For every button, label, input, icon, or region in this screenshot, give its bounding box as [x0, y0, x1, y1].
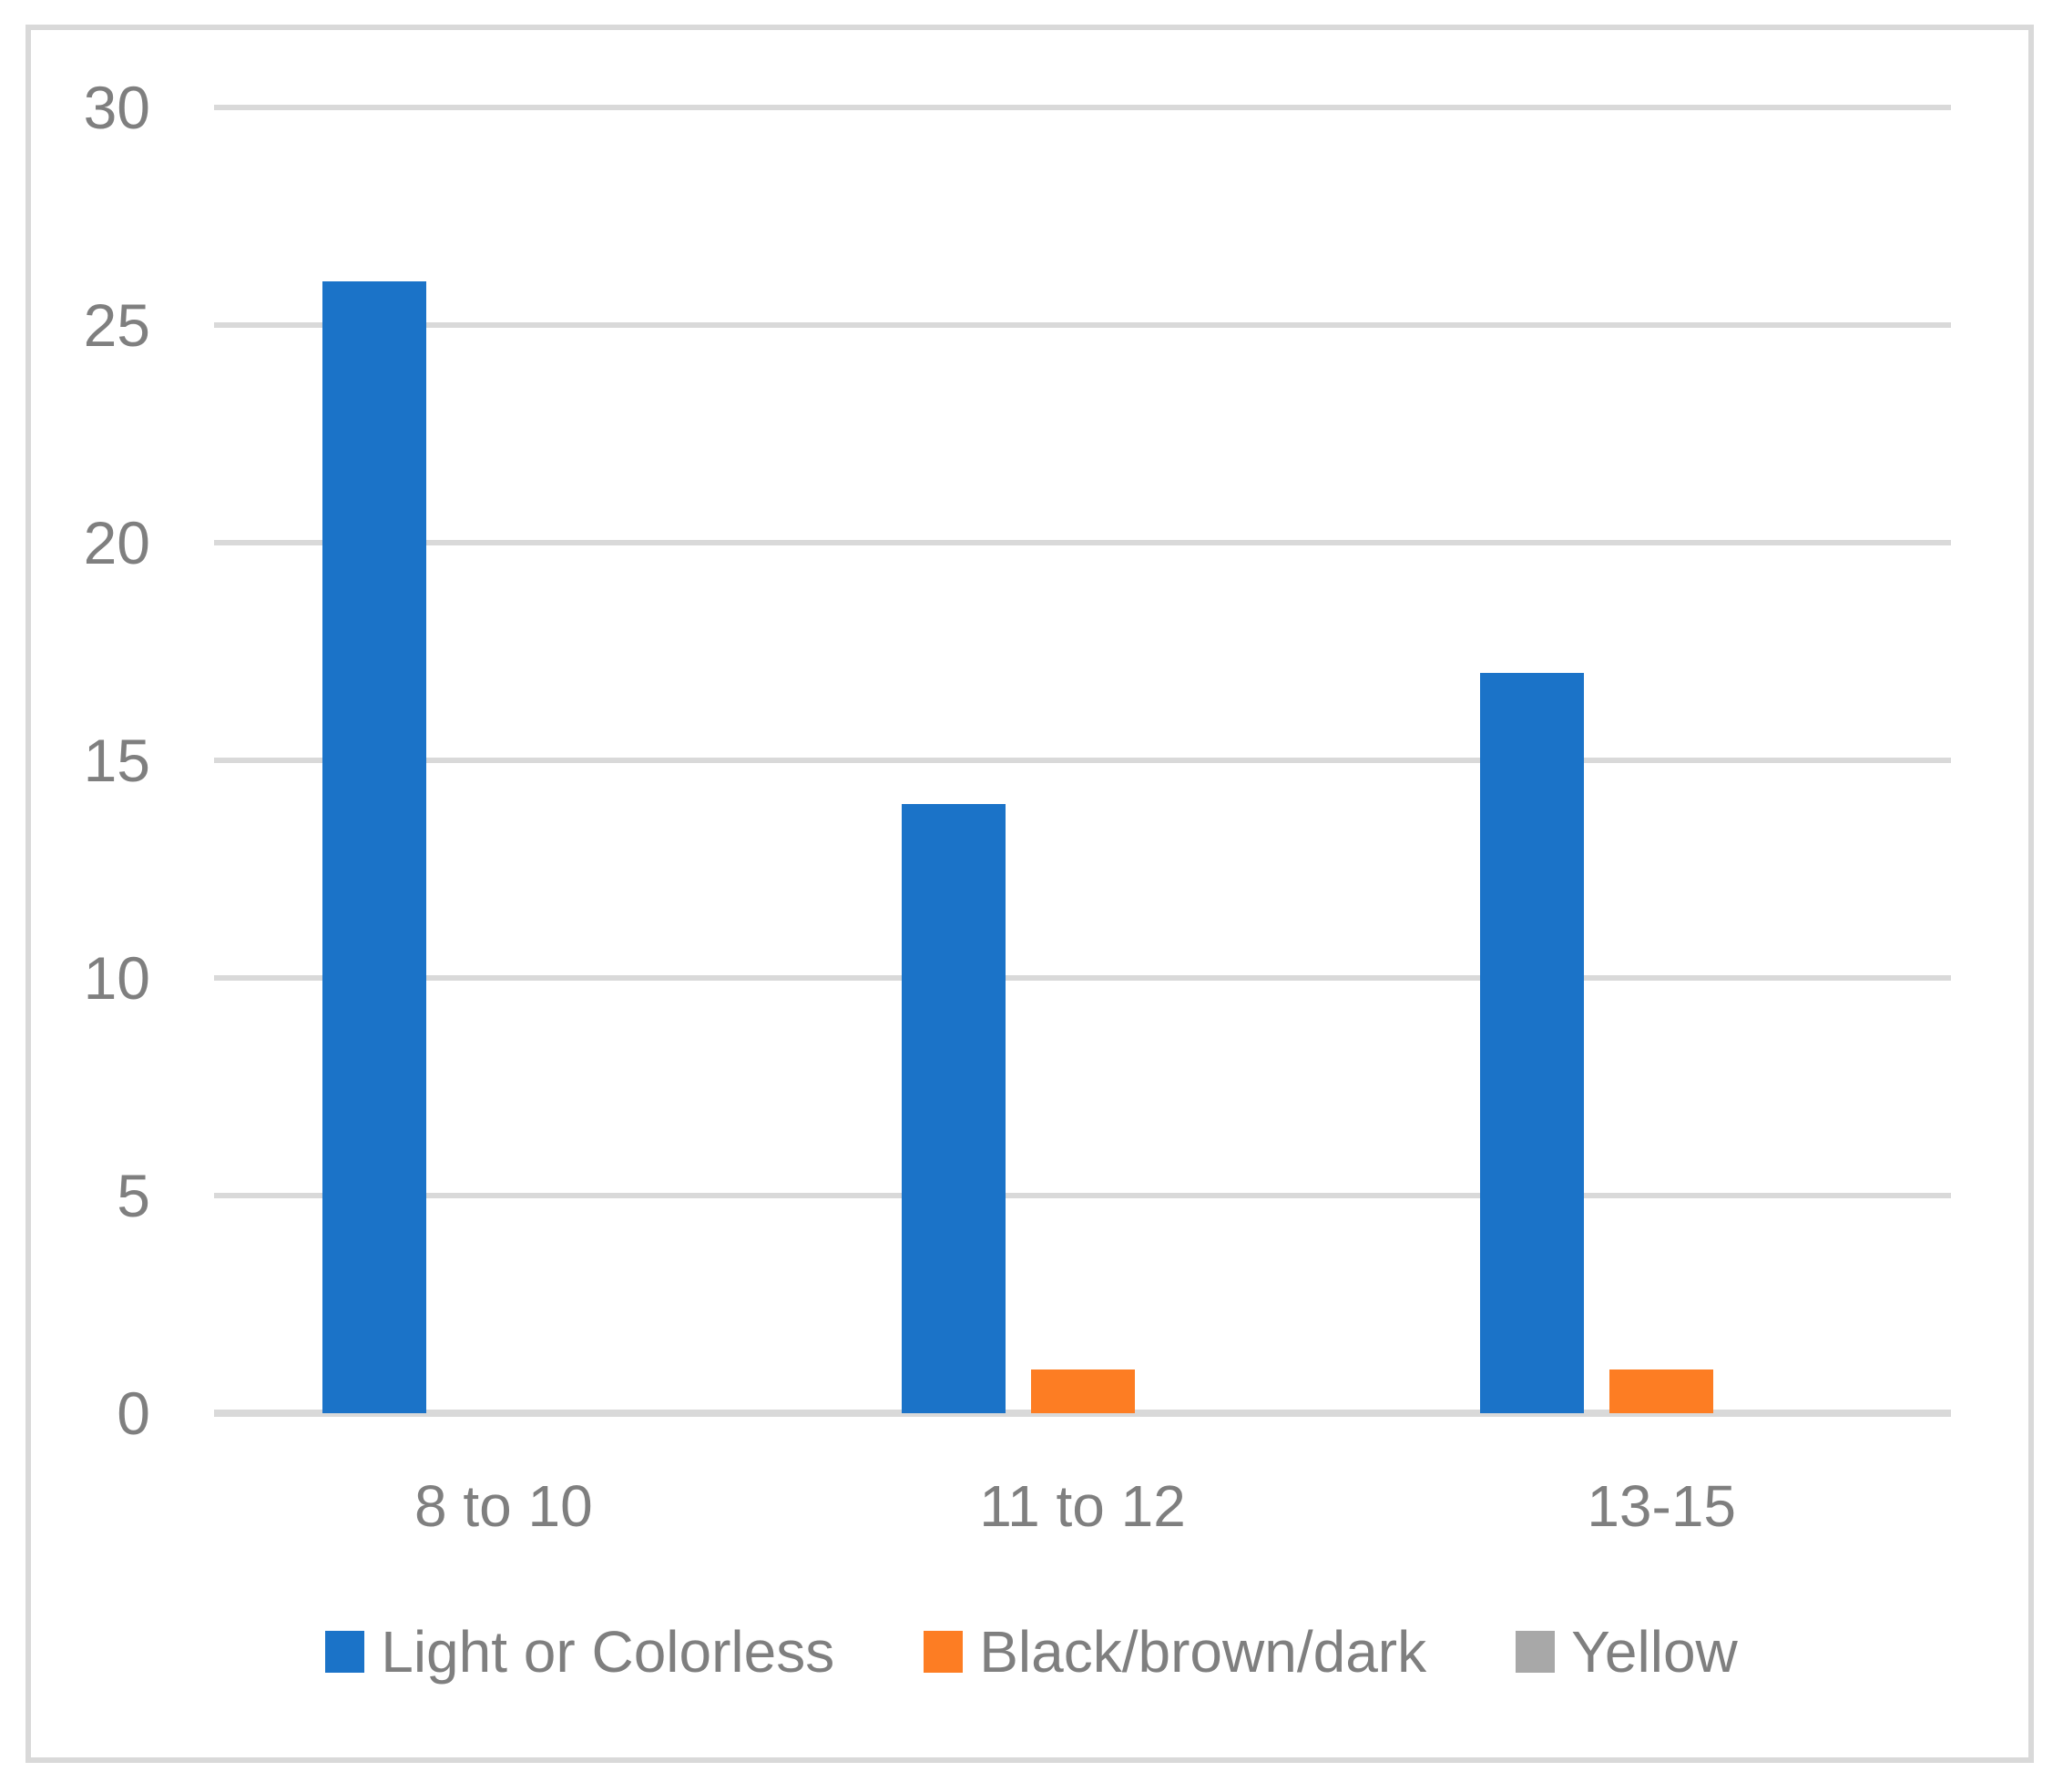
- legend-swatch-icon: [325, 1631, 365, 1673]
- chart-frame: [26, 25, 2034, 1763]
- legend-label: Yellow: [1571, 1619, 1738, 1685]
- legend-item: Light or Colorless: [325, 1623, 834, 1681]
- legend-label: Black/brown/dark: [979, 1619, 1427, 1685]
- legend-swatch-icon: [1516, 1631, 1556, 1673]
- legend-label: Light or Colorless: [381, 1619, 835, 1685]
- legend-item: Yellow: [1516, 1623, 1738, 1681]
- legend-item: Black/brown/dark: [924, 1623, 1426, 1681]
- legend-swatch-icon: [924, 1631, 964, 1673]
- legend: Light or Colorless Black/brown/dark Yellow: [0, 1623, 2063, 1681]
